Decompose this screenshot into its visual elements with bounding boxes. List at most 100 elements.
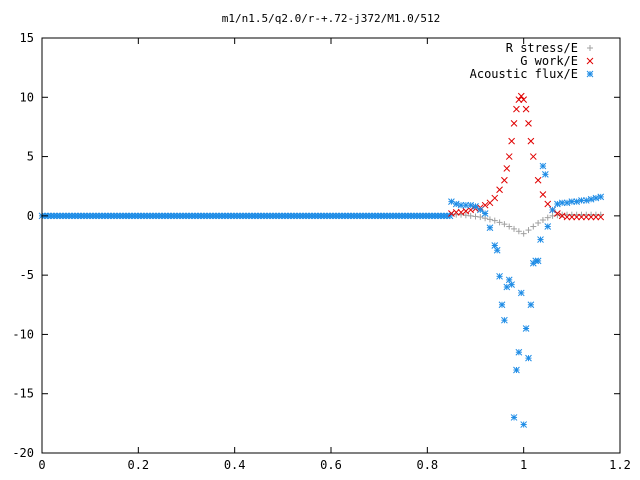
data-point — [477, 214, 484, 221]
x-tick-label: 0.4 — [224, 458, 246, 472]
data-point — [515, 228, 522, 235]
data-point — [520, 230, 527, 237]
y-tick-label: 5 — [27, 150, 34, 164]
data-point — [573, 213, 581, 221]
axes: 0 0.2 0.4 0.6 0.8 1 1.2 -20 -15 -10 -5 0 5 10 15 — [12, 31, 631, 472]
data-point — [582, 213, 590, 221]
data-point — [525, 227, 532, 234]
data-point — [549, 206, 556, 214]
x-tick-label: 0.8 — [416, 458, 438, 472]
data-point — [515, 348, 523, 356]
data-point — [467, 201, 475, 209]
y-tick-label: 10 — [20, 90, 34, 104]
series-g-work-e — [448, 92, 605, 221]
data-point — [501, 316, 508, 324]
data-point — [534, 257, 542, 265]
legend-marker — [586, 57, 594, 65]
legend-label: R stress/E — [506, 41, 578, 55]
data-point — [539, 162, 547, 170]
data-point — [592, 194, 600, 202]
data-point — [496, 272, 503, 280]
data-point — [544, 214, 551, 221]
data-point — [472, 213, 479, 220]
data-point — [597, 213, 605, 221]
data-point — [527, 137, 535, 145]
y-tick-label: -20 — [12, 446, 34, 460]
legend-marker — [587, 45, 593, 51]
data-point — [467, 212, 474, 219]
data-point — [525, 120, 532, 127]
data-point — [534, 176, 542, 184]
series-acoustic-flux-e — [448, 162, 605, 428]
data-point — [539, 191, 547, 198]
data-point — [554, 210, 561, 217]
data-point — [522, 105, 530, 113]
y-tick-label: 15 — [20, 31, 34, 45]
data-point-acoustic-flux — [446, 212, 454, 220]
data-point — [573, 198, 581, 205]
data-point — [510, 120, 518, 127]
data-point — [529, 153, 537, 160]
data-point — [530, 223, 537, 230]
plot-area — [38, 92, 605, 428]
x-tick-label: 0.6 — [320, 458, 342, 472]
data-point — [539, 217, 546, 224]
y-tick-label: -15 — [12, 387, 34, 401]
data-point — [554, 200, 561, 208]
data-point — [448, 198, 455, 205]
data-point — [491, 194, 499, 202]
y-tick-label: -10 — [12, 327, 34, 341]
data-point — [544, 223, 552, 230]
chart-title: m1/n1.5/q2.0/r-+.72-j372/M1.0/512 — [222, 12, 441, 25]
data-point — [587, 195, 595, 203]
data-point — [506, 223, 513, 230]
data-point — [486, 216, 493, 223]
x-tick-label: 0 — [38, 458, 45, 472]
data-point — [448, 210, 455, 217]
data-point — [503, 165, 511, 172]
data-point — [476, 206, 484, 214]
data-point — [597, 193, 605, 201]
data-point — [513, 366, 520, 374]
data-point — [520, 421, 528, 428]
data-point — [452, 200, 460, 208]
legend-label: Acoustic flux/E — [470, 67, 578, 81]
x-tick-label: 1 — [520, 458, 527, 472]
data-point — [505, 153, 513, 160]
data-point — [481, 210, 489, 217]
data-point — [515, 96, 523, 104]
legend-marker — [586, 70, 594, 78]
data-point — [578, 213, 585, 221]
data-point — [501, 176, 508, 184]
data-point — [517, 289, 525, 297]
data-point — [525, 354, 532, 362]
data-point — [535, 219, 542, 226]
data-point — [563, 199, 571, 207]
data-point — [486, 224, 494, 232]
data-point — [510, 414, 518, 421]
data-point — [568, 213, 576, 221]
data-point — [527, 301, 535, 309]
series-acoustic-flux-baseline — [38, 212, 454, 220]
data-point — [541, 171, 549, 178]
data-point — [496, 186, 503, 194]
data-point — [520, 96, 528, 104]
data-point — [457, 208, 465, 216]
data-point — [513, 105, 520, 113]
data-point — [537, 236, 544, 243]
data-point — [592, 213, 600, 221]
data-point — [452, 208, 460, 216]
x-tick-label: 1.2 — [609, 458, 631, 472]
data-point — [511, 225, 518, 232]
y-tick-label: 0 — [27, 209, 34, 223]
data-point — [491, 217, 498, 224]
data-point — [563, 213, 571, 221]
y-tick-label: -5 — [20, 268, 34, 282]
data-point — [462, 207, 470, 215]
data-point — [508, 281, 515, 288]
data-point — [496, 219, 503, 226]
data-point — [508, 137, 515, 145]
